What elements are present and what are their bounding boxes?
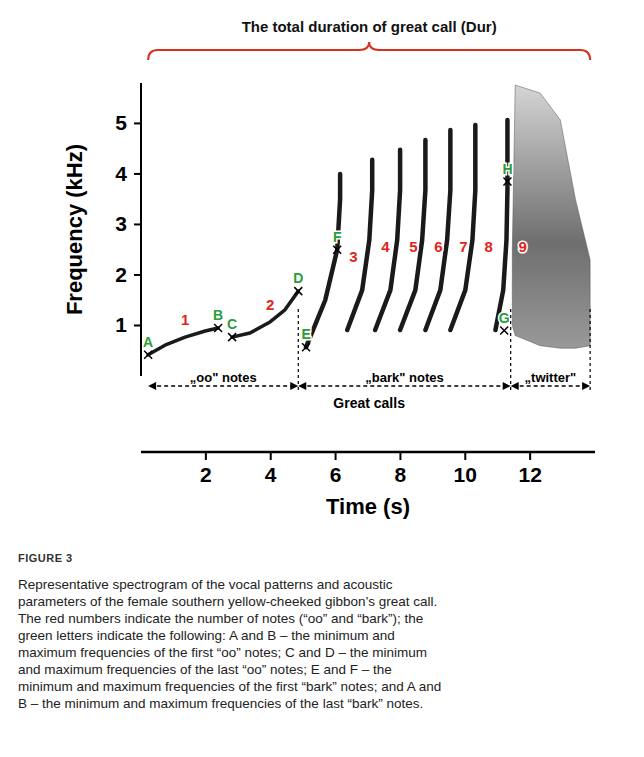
x-axis-line [141,451,595,454]
x-tick [464,452,466,460]
point-marker [302,343,310,351]
arrow-head [582,382,590,390]
point-marker [144,351,152,359]
caption-label: FIGURE 3 [18,552,450,564]
x-tick-label: 8 [395,463,407,486]
note-trace [232,291,298,337]
note-trace [450,125,475,330]
y-axis-line [140,83,142,376]
note-trace [306,174,340,347]
plot-area [144,85,590,359]
point-label: G [499,310,510,326]
point-label: E [301,326,310,342]
y-axis-title: Frequency (kHz) [62,144,87,315]
point-marker [214,324,222,332]
x-tick [270,452,272,460]
point-label: B [213,307,223,323]
point-marker [503,178,511,186]
note-trace [425,130,450,330]
arrow-head [298,382,306,390]
x-tick-label: 2 [200,463,212,486]
point-label: H [502,161,512,177]
segment-arrow [513,385,588,387]
segment-boundary [298,306,299,390]
duration-brace [148,42,590,60]
note-number: 5 [409,238,417,255]
point-marker [294,287,302,295]
caption: FIGURE 3 Representative spectrogram of th… [18,552,450,712]
segment-boundary [590,306,591,390]
note-number: 8 [484,238,492,255]
point-label: A [143,334,153,350]
arrow-head [290,382,298,390]
x-tick [205,452,207,460]
y-tick-label: 2 [115,263,127,286]
point-marker [228,333,236,341]
segments-title: Great calls [333,395,405,411]
caption-text: Representative spectrogram of the vocal … [18,576,450,712]
x-tick [335,452,337,460]
note-number: 9 [518,238,526,255]
point-marker [333,246,341,254]
note-number: 2 [266,296,274,313]
chart: The total duration of great call (Dur)12… [0,0,644,540]
x-tick-label: 10 [454,463,477,486]
x-axis-title: Time (s) [326,494,410,519]
note-trace [495,120,507,330]
twitter-area [512,85,590,348]
point-label: C [227,316,237,332]
y-tick-label: 3 [115,212,127,235]
y-tick [134,274,141,276]
arrow-head [503,382,511,390]
note-trace [347,160,372,330]
y-tick-label: 4 [115,162,127,185]
x-tick [399,452,401,460]
y-tick [134,173,141,175]
x-tick-label: 6 [330,463,342,486]
segment-label: „twitter" [525,370,577,385]
axes [134,83,595,460]
y-tick [134,223,141,225]
note-trace [375,150,400,330]
page: {"chart_data": { "type": "spectrogram", … [0,0,644,757]
segment-arrow [150,385,296,387]
arrow-head [511,382,519,390]
segment-label: „bark" notes [365,370,443,385]
note-number: 6 [434,238,442,255]
x-tick-label: 4 [265,463,277,486]
note-number: 3 [349,248,357,265]
note-number: 1 [181,311,189,328]
arrow-head [148,382,156,390]
x-tick-label: 12 [518,463,541,486]
point-label: D [293,270,303,286]
segment-arrow [300,385,508,387]
note-number: 7 [459,238,467,255]
note-number: 4 [381,238,390,255]
labels: The total duration of great call (Dur)12… [62,18,576,519]
segment-label: „oo" notes [190,370,257,385]
note-trace [148,328,218,355]
point-label: F [333,229,342,245]
note-trace [400,140,425,330]
y-tick-label: 1 [115,313,127,336]
y-tick [134,324,141,326]
segment-boundary [510,306,511,390]
point-marker [500,327,508,335]
x-tick [529,452,531,460]
chart-title: The total duration of great call (Dur) [242,18,497,35]
y-tick-label: 5 [115,111,127,134]
y-tick [134,122,141,124]
